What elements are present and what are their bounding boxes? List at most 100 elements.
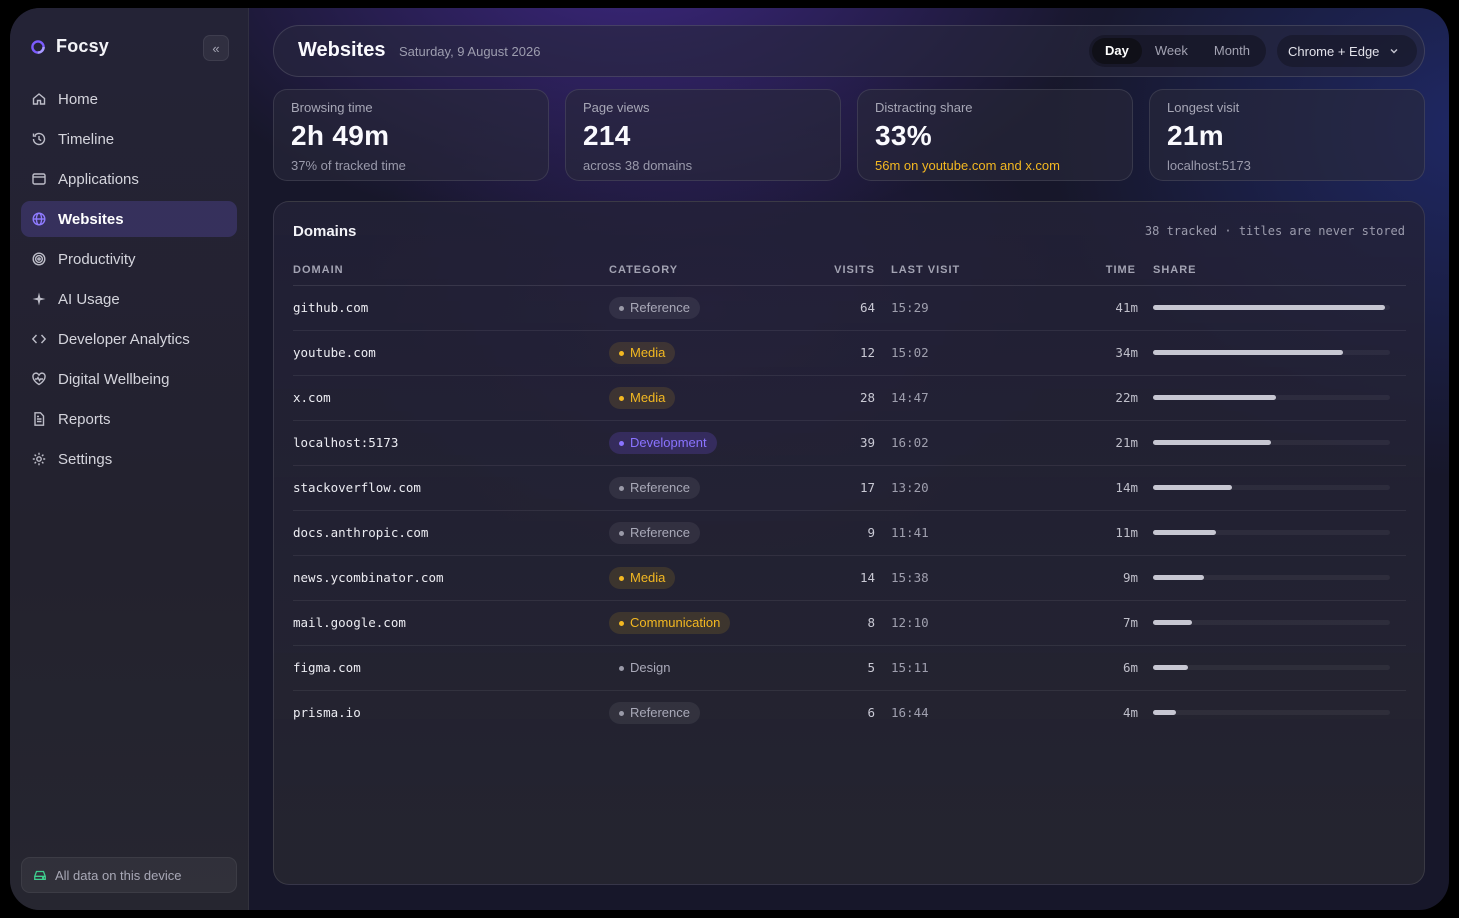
sidebar-item-label: AI Usage (58, 290, 120, 308)
stat-label: Page views (583, 100, 650, 115)
range-selector: Day Week Month (1089, 35, 1266, 67)
table-header: DOMAIN CATEGORY VISITS LAST VISIT TIME S… (293, 262, 1406, 286)
visits-cell: 5 (867, 660, 875, 675)
category-badge: Reference (609, 477, 700, 499)
collapse-sidebar-button[interactable]: « (203, 35, 229, 61)
app-name: Focsy (56, 36, 110, 56)
domain-cell: figma.com (293, 660, 361, 675)
sidebar-item-reports[interactable]: Reports (21, 401, 237, 437)
column-header-domain[interactable]: DOMAIN (293, 264, 344, 276)
sidebar-item-label: Digital Wellbeing (58, 370, 170, 388)
share-bar-track (1153, 305, 1390, 310)
domains-title: Domains (293, 223, 357, 240)
column-header-time[interactable]: TIME (1105, 264, 1136, 276)
time-cell: 41m (1115, 300, 1138, 315)
domain-cell: news.ycombinator.com (293, 570, 444, 585)
time-cell: 14m (1115, 480, 1138, 495)
domain-cell: mail.google.com (293, 615, 406, 630)
sidebar: Focsy « Home Timeline Applications Websi… (10, 8, 249, 910)
column-header-category[interactable]: CATEGORY (609, 264, 679, 276)
time-cell: 7m (1122, 615, 1138, 630)
table-row[interactable]: youtube.com Media 12 15:02 34m (293, 331, 1406, 376)
range-week-tab[interactable]: Week (1154, 43, 1188, 58)
share-bar-fill (1153, 665, 1188, 670)
last-visit-cell: 11:41 (891, 525, 929, 540)
column-header-last-visit[interactable]: LAST VISIT (891, 264, 961, 276)
page-title: Websites (298, 39, 386, 61)
domains-panel: Domains 38 tracked · titles are never st… (273, 201, 1425, 885)
sidebar-item-label: Applications (58, 170, 139, 188)
table-row[interactable]: mail.google.com Communication 8 12:10 7m (293, 601, 1406, 646)
sidebar-item-websites[interactable]: Websites (21, 201, 237, 237)
stat-subtext: localhost:5173 (1167, 158, 1251, 173)
sidebar-item-label: Developer Analytics (58, 330, 190, 348)
visits-cell: 17 (859, 480, 875, 495)
local-data-label: All data on this device (55, 867, 182, 883)
last-visit-cell: 15:02 (891, 345, 929, 360)
chevrons-left-icon: « (212, 40, 220, 56)
sidebar-item-label: Websites (58, 210, 124, 228)
column-header-share[interactable]: SHARE (1153, 264, 1197, 276)
browser-filter-select[interactable]: Chrome + Edge (1277, 35, 1417, 67)
sidebar-item-home[interactable]: Home (21, 81, 237, 117)
category-badge: Media (609, 567, 676, 589)
last-visit-cell: 13:20 (891, 480, 929, 495)
visits-cell: 39 (859, 435, 875, 450)
share-bar-track (1153, 440, 1390, 445)
visits-cell: 6 (867, 705, 875, 720)
sidebar-item-developer-analytics[interactable]: Developer Analytics (21, 321, 237, 357)
share-bar-track (1153, 710, 1390, 715)
visits-cell: 12 (859, 345, 875, 360)
share-bar-fill (1153, 350, 1344, 355)
sidebar-item-applications[interactable]: Applications (21, 161, 237, 197)
history-icon (32, 132, 46, 146)
domain-cell: localhost:5173 (293, 435, 399, 450)
stat-label: Longest visit (1167, 100, 1240, 115)
share-bar-track (1153, 530, 1390, 535)
range-month-tab[interactable]: Month (1213, 43, 1250, 58)
stat-card-distracting-share: Distracting share 33% 56m on youtube.com… (857, 89, 1133, 181)
sidebar-item-settings[interactable]: Settings (21, 441, 237, 477)
stat-value: 2h 49m (291, 120, 390, 151)
page-header: Websites Saturday, 9 August 2026 Day Wee… (273, 25, 1425, 77)
category-badge: Development (609, 432, 717, 454)
hard-drive-icon (34, 870, 46, 881)
stat-subtext: 56m on youtube.com and x.com (875, 158, 1060, 173)
table-row[interactable]: stackoverflow.com Reference 17 13:20 14m (293, 466, 1406, 511)
gear-icon (32, 452, 46, 466)
local-data-badge: All data on this device (21, 857, 237, 893)
share-bar-fill (1153, 710, 1177, 715)
category-badge: Design (609, 657, 680, 679)
category-badge: Media (609, 342, 676, 364)
table-row[interactable]: prisma.io Reference 6 16:44 4m (293, 691, 1406, 736)
visits-cell: 14 (859, 570, 875, 585)
stat-label: Browsing time (291, 100, 373, 115)
table-row[interactable]: x.com Media 28 14:47 22m (293, 376, 1406, 421)
domain-cell: github.com (293, 300, 369, 315)
share-bar-track (1153, 620, 1390, 625)
sidebar-item-ai-usage[interactable]: AI Usage (21, 281, 237, 317)
category-badge: Reference (609, 522, 700, 544)
table-row[interactable]: github.com Reference 64 15:29 41m (293, 286, 1406, 331)
share-bar-track (1153, 395, 1390, 400)
share-bar-fill (1153, 305, 1385, 310)
share-bar-track (1153, 575, 1390, 580)
sidebar-item-timeline[interactable]: Timeline (21, 121, 237, 157)
visits-cell: 64 (859, 300, 875, 315)
share-bar-fill (1153, 620, 1193, 625)
last-visit-cell: 15:29 (891, 300, 929, 315)
table-row[interactable]: localhost:5173 Development 39 16:02 21m (293, 421, 1406, 466)
table-row[interactable]: figma.com Design 5 15:11 6m (293, 646, 1406, 691)
range-day-tab[interactable]: Day (1092, 38, 1142, 64)
table-row[interactable]: docs.anthropic.com Reference 9 11:41 11m (293, 511, 1406, 556)
focsy-logo-icon (31, 39, 45, 54)
sidebar-item-productivity[interactable]: Productivity (21, 241, 237, 277)
table-row[interactable]: news.ycombinator.com Media 14 15:38 9m (293, 556, 1406, 601)
column-header-visits[interactable]: VISITS (834, 264, 875, 276)
stat-value: 21m (1167, 120, 1224, 151)
time-cell: 22m (1115, 390, 1138, 405)
share-bar-track (1153, 485, 1390, 490)
category-badge: Reference (609, 297, 700, 319)
stat-value: 33% (875, 120, 932, 151)
sidebar-item-digital-wellbeing[interactable]: Digital Wellbeing (21, 361, 237, 397)
